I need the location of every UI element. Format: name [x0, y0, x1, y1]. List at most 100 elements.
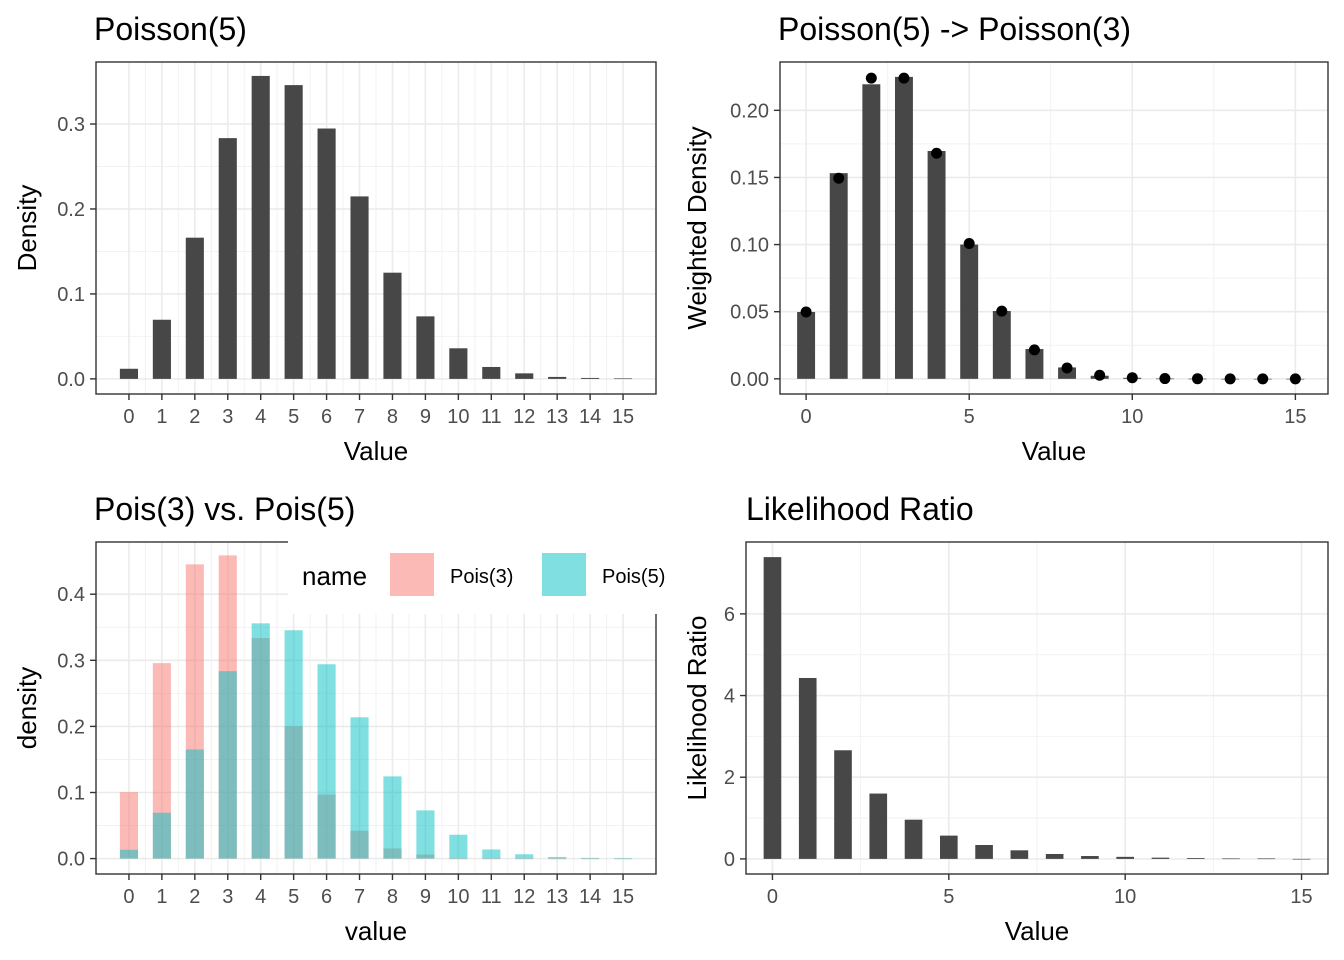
y-tick-label: 6: [724, 604, 735, 626]
panel-p1: 0 1 2 3 4 5 6 7 8 9 10 11 12 13 14 150.00.10.20.3Poisso…: [12, 11, 657, 466]
y-tick-label: 0.2: [57, 199, 85, 221]
bar: [960, 244, 979, 379]
bar: [869, 793, 888, 859]
bar: [482, 858, 501, 860]
x-tick-label: 5: [288, 886, 299, 908]
y-tick-label: 2: [724, 767, 735, 789]
chart-title: Poisson(5) -> Poisson(3): [778, 11, 1131, 47]
series-bars: [763, 557, 1311, 860]
point: [865, 72, 877, 84]
bar: [1222, 858, 1240, 860]
bar: [1186, 858, 1205, 859]
point: [931, 147, 943, 159]
bar: [1116, 856, 1134, 859]
bar: [927, 151, 946, 379]
x-tick-label: 15: [612, 886, 634, 908]
x-tick-label: 15: [1290, 886, 1312, 908]
y-tick-label: 0.4: [57, 584, 85, 606]
bar: [515, 373, 534, 379]
x-axis-label: value: [345, 916, 407, 946]
x-tick-label: 0: [123, 886, 134, 908]
bar: [449, 834, 468, 859]
bar: [119, 849, 138, 859]
bar: [798, 677, 817, 859]
bar: [581, 857, 600, 859]
legend: name Pois(3) Pois(5): [288, 534, 674, 614]
legend-label: Pois(5): [602, 566, 665, 588]
bar: [251, 75, 270, 379]
x-tick-label: 6: [321, 886, 332, 908]
x-tick-label: 4: [255, 406, 266, 428]
y-tick-label: 4: [724, 686, 735, 708]
bar: [614, 378, 633, 380]
bar: [1292, 858, 1311, 860]
x-tick-label: 7: [354, 886, 365, 908]
x-tick-label: 11: [481, 406, 502, 428]
chart-title: Poisson(5): [94, 11, 247, 47]
y-tick-label: 0.0: [57, 369, 85, 391]
y-axis: 0.0 0.1 0.2 0.3: [57, 114, 96, 391]
x-tick-label: 0: [767, 886, 778, 908]
chart-title: Pois(3) vs. Pois(5): [94, 491, 355, 527]
x-tick-label: 3: [222, 406, 233, 428]
x-axis: 0 5 10 15: [801, 394, 1307, 428]
x-tick-label: 10: [447, 406, 469, 428]
plot-background: [780, 62, 1328, 394]
x-tick-label: 4: [255, 886, 266, 908]
bar: [482, 366, 501, 379]
bar: [119, 792, 138, 859]
x-tick-label: 0: [123, 406, 134, 428]
y-axis: 0.00 0.05 0.10 0.15 0.20: [730, 100, 780, 391]
bar: [251, 623, 270, 859]
y-axis-label: Weighted Density: [682, 126, 712, 329]
point: [1289, 373, 1301, 385]
y-tick-label: 0.20: [730, 100, 769, 122]
x-tick-label: 8: [387, 406, 398, 428]
x-axis-label: Value: [1005, 916, 1070, 946]
panel-p2: 0 5 10 15 0.00 0.05 0.10 0.15 0.20 Poisson(5) -> …: [682, 11, 1329, 466]
bar: [1257, 858, 1276, 860]
legend-key-pois3: [390, 553, 434, 596]
bar: [581, 858, 600, 860]
y-tick-label: 0: [724, 849, 735, 871]
x-tick-label: 12: [513, 406, 535, 428]
legend-background: [288, 534, 674, 614]
x-tick-label: 2: [189, 886, 200, 908]
y-tick-label: 0.1: [57, 284, 85, 306]
point: [1192, 373, 1204, 385]
point: [1224, 373, 1236, 385]
bar: [763, 557, 782, 859]
x-tick-label: 10: [447, 886, 469, 908]
chart-title: Likelihood Ratio: [746, 491, 974, 527]
point: [1061, 362, 1073, 374]
bar: [548, 376, 567, 379]
point: [1257, 373, 1269, 385]
bar: [1025, 349, 1044, 379]
bar: [449, 348, 468, 379]
x-tick-label: 9: [420, 406, 431, 428]
panel-border: [745, 541, 1329, 875]
y-tick-label: 0.10: [730, 235, 769, 257]
y-tick-label: 0.2: [57, 716, 85, 738]
x-tick-label: 5: [964, 406, 975, 428]
bar: [119, 368, 138, 379]
bar: [152, 319, 171, 379]
bar: [581, 377, 600, 379]
y-axis-label: Likelihood Ratio: [682, 615, 712, 800]
x-tick-label: 15: [612, 406, 634, 428]
bar: [515, 854, 534, 859]
bar: [834, 750, 852, 859]
legend-key-pois5: [542, 553, 586, 596]
point: [898, 72, 910, 84]
bar: [1081, 856, 1099, 859]
panel-p4: 0 5 10 15 0 2 4 6 Likelihood Ratio Value Likelihoo…: [682, 491, 1329, 946]
bar: [797, 311, 816, 379]
bar: [383, 272, 402, 379]
bar: [862, 84, 881, 379]
point: [1094, 369, 1106, 381]
y-tick-label: 0.15: [730, 167, 769, 189]
x-axis: 0 1 2 3 4 5 6 7 8 9 10 11 12 13 14 15: [123, 394, 634, 428]
x-tick-label: 5: [288, 406, 299, 428]
bar: [548, 856, 567, 859]
legend-label: Pois(3): [450, 566, 513, 588]
